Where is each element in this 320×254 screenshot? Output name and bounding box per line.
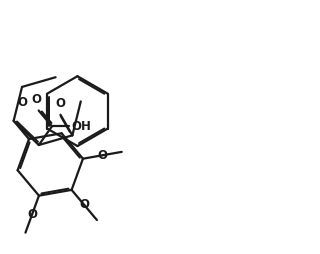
Text: O: O [55,97,66,110]
Text: O: O [97,149,107,162]
Text: O: O [31,93,41,106]
Text: O: O [17,96,27,109]
Text: O: O [79,198,89,212]
Text: OH: OH [71,120,91,133]
Text: O: O [27,208,37,221]
